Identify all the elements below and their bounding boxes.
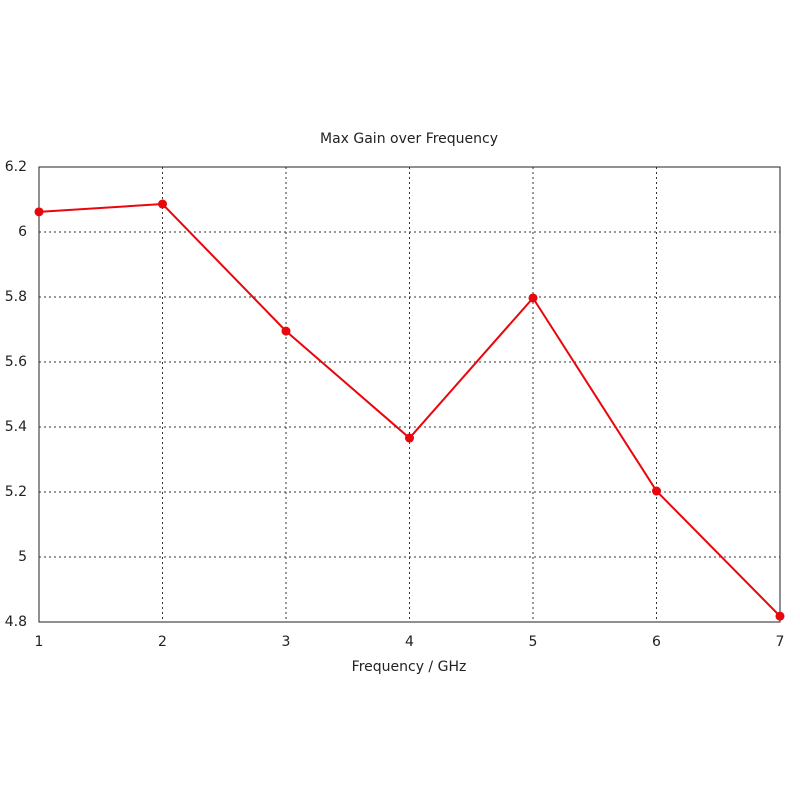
- point: [34, 207, 44, 217]
- y-tick-label: 5.2: [5, 484, 27, 500]
- x-tick-label: 4: [405, 634, 414, 650]
- x-tick-label: 6: [652, 634, 661, 650]
- x-axis-label: Frequency / GHz: [352, 659, 467, 675]
- x-tick-label: 5: [529, 634, 538, 650]
- y-tick-label: 5.6: [5, 354, 27, 370]
- chart-title: Max Gain over Frequency: [320, 131, 498, 147]
- x-tick-label: 1: [35, 634, 44, 650]
- x-tick-label: 3: [282, 634, 291, 650]
- point: [775, 611, 785, 621]
- y-tick-label: 5.4: [5, 419, 27, 435]
- plot-frame: [38, 166, 781, 623]
- y-tick-label: 4.8: [5, 614, 27, 630]
- y-tick-label: 6.2: [5, 159, 27, 175]
- point: [652, 486, 661, 496]
- point: [528, 293, 538, 303]
- y-tick-label: 5: [18, 549, 27, 565]
- x-tick-label: 2: [158, 634, 167, 650]
- x-tick-label: 7: [776, 634, 785, 650]
- y-tick-label: 6: [18, 224, 27, 240]
- point: [405, 433, 414, 443]
- point: [158, 199, 167, 209]
- point: [281, 326, 291, 336]
- y-tick-label: 5.8: [5, 289, 27, 305]
